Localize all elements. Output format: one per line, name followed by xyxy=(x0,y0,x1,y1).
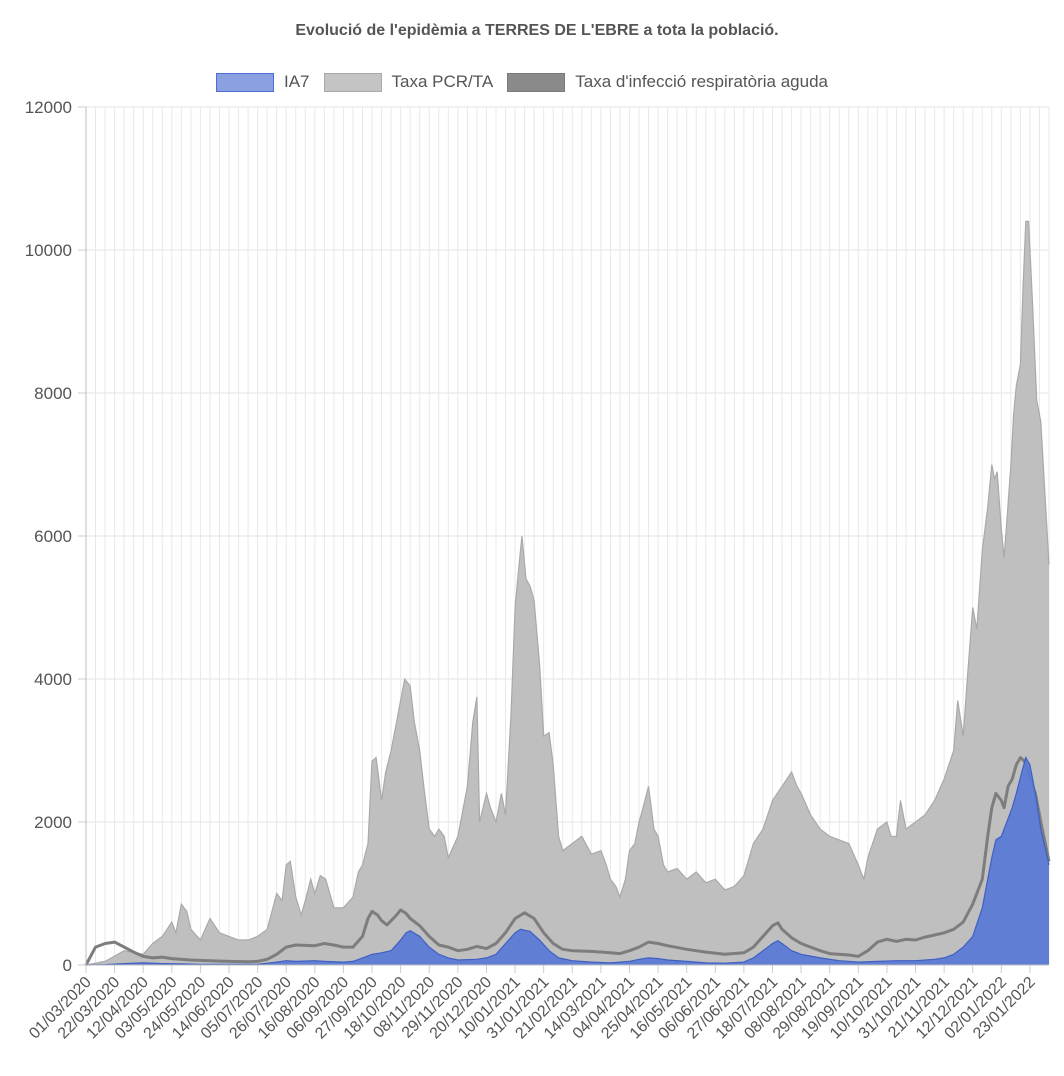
series-area-taxa-pcr-ta xyxy=(86,221,1049,965)
series-line-taxa-pcr-ta xyxy=(85,220,1050,966)
legend-label-ira: Taxa d'infecció respiratòria aguda xyxy=(575,72,828,91)
y-tick-label: 4000 xyxy=(34,670,72,689)
legend: IA7 Taxa PCR/TA Taxa d'infecció respirat… xyxy=(216,72,842,92)
y-tick-label: 8000 xyxy=(34,384,72,403)
y-tick-label: 2000 xyxy=(34,813,72,832)
legend-swatch-pcr xyxy=(323,72,382,92)
series-line-ia7 xyxy=(85,756,1050,966)
chart-title: Evolució de l'epidèmia a TERRES DE L'EBR… xyxy=(295,22,779,39)
area-layer xyxy=(84,220,1051,966)
legend-item-pcr[interactable]: Taxa PCR/TA xyxy=(323,72,494,92)
series-line-taxa-d-infecci-respirat-ria-aguda xyxy=(84,756,1051,966)
y-tick-label: 0 xyxy=(63,956,72,975)
y-tick-label: 10000 xyxy=(25,241,72,260)
legend-label-ia7: IA7 xyxy=(284,72,310,91)
y-tick-label: 6000 xyxy=(34,527,72,546)
legend-swatch-ia7 xyxy=(216,72,274,92)
y-tick-label: 12000 xyxy=(25,98,72,117)
legend-swatch-ira xyxy=(507,72,566,92)
legend-item-ira[interactable]: Taxa d'infecció respiratòria aguda xyxy=(507,72,828,92)
legend-item-ia7[interactable]: IA7 xyxy=(216,72,310,92)
legend-label-pcr: Taxa PCR/TA xyxy=(391,72,494,91)
